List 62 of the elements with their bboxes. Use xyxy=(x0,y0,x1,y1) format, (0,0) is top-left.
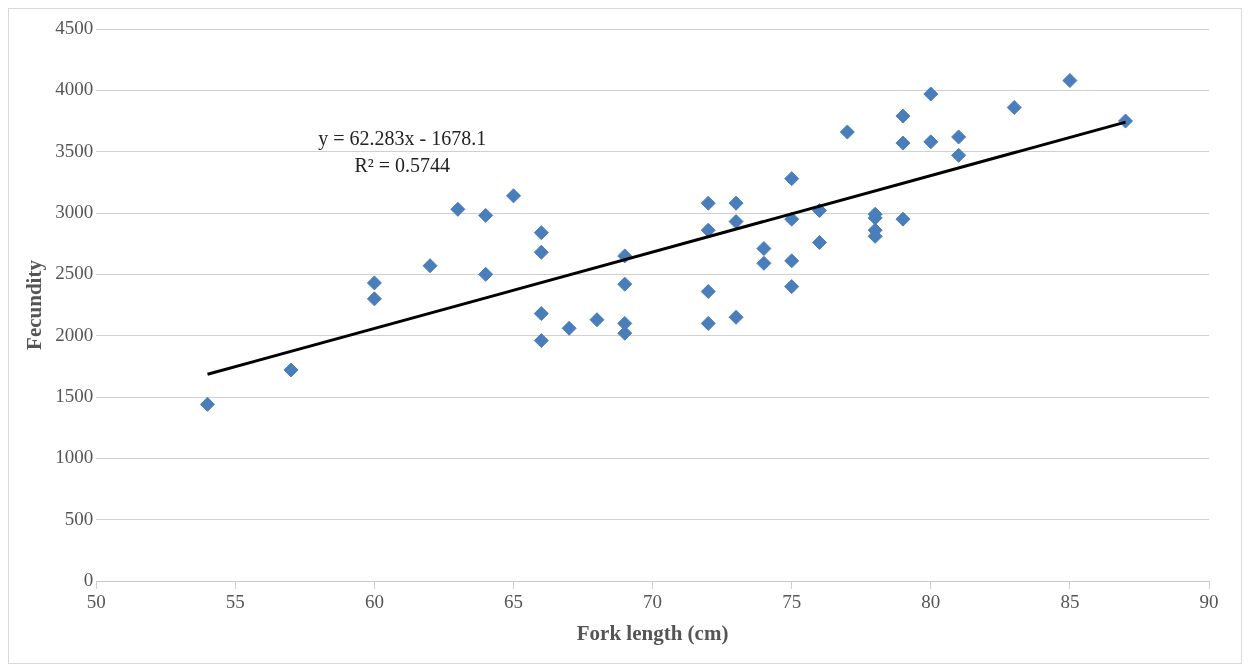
x-tick-label: 75 xyxy=(782,591,802,613)
point xyxy=(700,315,716,331)
point xyxy=(951,147,967,163)
x-tick-label: 85 xyxy=(1060,591,1080,613)
point xyxy=(895,108,911,124)
x-tick-label: 90 xyxy=(1199,591,1219,613)
point xyxy=(1006,100,1022,116)
point xyxy=(728,309,744,325)
point xyxy=(895,135,911,151)
point xyxy=(199,396,215,412)
point xyxy=(951,129,967,145)
point xyxy=(812,234,828,250)
point xyxy=(422,258,438,274)
point xyxy=(700,284,716,300)
y-axis-title: Fecundity xyxy=(22,259,47,350)
point xyxy=(1062,73,1078,89)
point xyxy=(923,134,939,150)
point xyxy=(533,306,549,322)
point xyxy=(366,291,382,307)
x-tick-label: 65 xyxy=(504,591,523,613)
point xyxy=(561,320,577,336)
y-tick-label: 4500 xyxy=(55,16,94,38)
point xyxy=(617,276,633,292)
annotation: y = 62.283x - 1678.1 xyxy=(318,126,487,150)
point xyxy=(756,255,772,271)
point xyxy=(728,195,744,211)
point xyxy=(366,275,382,291)
x-tick-label: 50 xyxy=(86,591,106,613)
point xyxy=(923,86,939,102)
point xyxy=(784,279,800,295)
x-tick-label: 80 xyxy=(921,591,941,613)
y-tick-label: 500 xyxy=(64,507,94,529)
x-tick-label: 55 xyxy=(225,591,245,613)
y-tick-label: 4000 xyxy=(55,78,94,100)
point xyxy=(533,244,549,260)
y-tick-label: 2500 xyxy=(55,262,94,284)
point xyxy=(839,124,855,140)
annotation: R² = 0.5744 xyxy=(354,153,451,176)
point xyxy=(450,201,466,217)
point xyxy=(784,253,800,269)
point xyxy=(283,362,299,378)
point xyxy=(756,241,772,257)
point xyxy=(533,333,549,349)
y-tick-label: 0 xyxy=(83,568,94,590)
y-tick-label: 1500 xyxy=(55,384,94,406)
point xyxy=(895,211,911,227)
y-tick-label: 3500 xyxy=(55,139,94,161)
x-tick-label: 60 xyxy=(364,591,384,613)
point xyxy=(728,214,744,230)
point xyxy=(506,188,521,204)
point xyxy=(700,195,716,211)
y-tick-label: 2000 xyxy=(55,323,94,345)
point xyxy=(784,171,800,187)
point xyxy=(700,222,716,238)
x-tick-label: 70 xyxy=(643,591,663,613)
y-tick-label: 1000 xyxy=(55,446,94,468)
x-axis-title: Fork length (cm) xyxy=(576,620,729,645)
y-tick-label: 3000 xyxy=(55,200,94,222)
point xyxy=(478,266,494,282)
point xyxy=(478,207,494,223)
point xyxy=(533,225,549,241)
point xyxy=(589,312,605,328)
